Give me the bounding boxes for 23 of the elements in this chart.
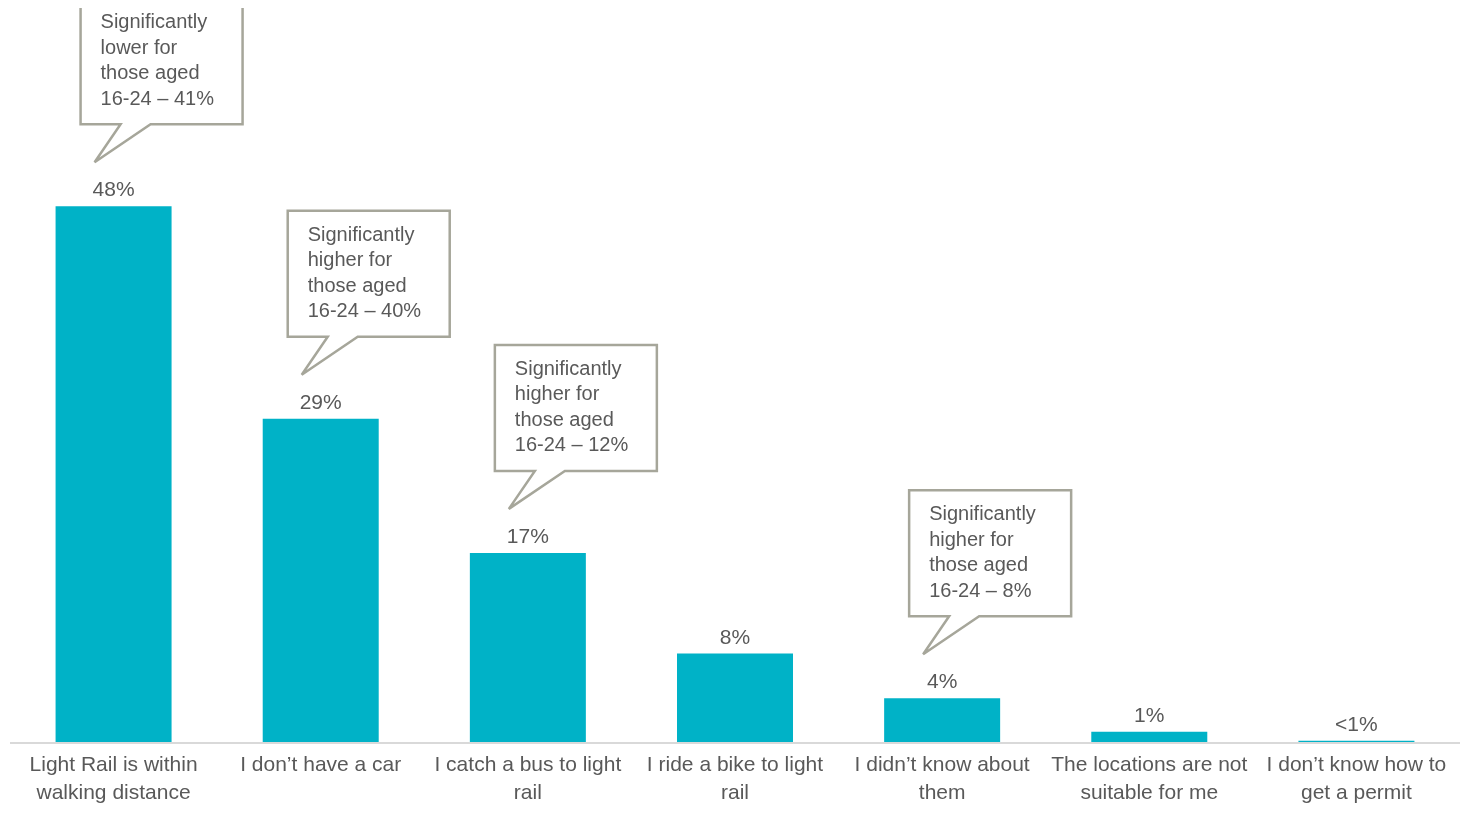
bar (469, 552, 586, 743)
annotation: Significantly higher for those aged 16-24 – 8% (929, 502, 1036, 601)
x-tick-label: I don’t have a car (240, 752, 402, 775)
x-tick-label: I didn’t know about them (854, 752, 1030, 803)
data-label: 8% (719, 624, 751, 648)
bar (884, 698, 1001, 743)
annotation: Significantly higher for those aged 16-24 – 12% (514, 356, 629, 456)
data-label: 29% (299, 389, 342, 413)
x-tick-label: Light Rail is within walking distance (29, 752, 198, 803)
x-tick-label: The locations are not suitable for me (1051, 752, 1248, 803)
data-label: 1% (1134, 702, 1165, 726)
bar (677, 653, 793, 743)
text: Significantly lower for those aged 16-24 – 41% (100, 10, 215, 109)
bar (262, 418, 379, 743)
data-label: 4% (926, 669, 958, 693)
data-label: 17% (506, 523, 549, 547)
data-label: 48% (92, 177, 135, 201)
data-label: <1% (1335, 711, 1378, 735)
x-tick-label: I catch a bus to light rail (434, 752, 622, 803)
annotation: Significantly higher for those aged 16-24 – 40% (307, 222, 422, 322)
x-tick-label: I don’t know how to get a permit (1266, 752, 1447, 803)
x-tick-label: I ride a bike to light rail (646, 752, 824, 803)
bar (55, 206, 172, 743)
